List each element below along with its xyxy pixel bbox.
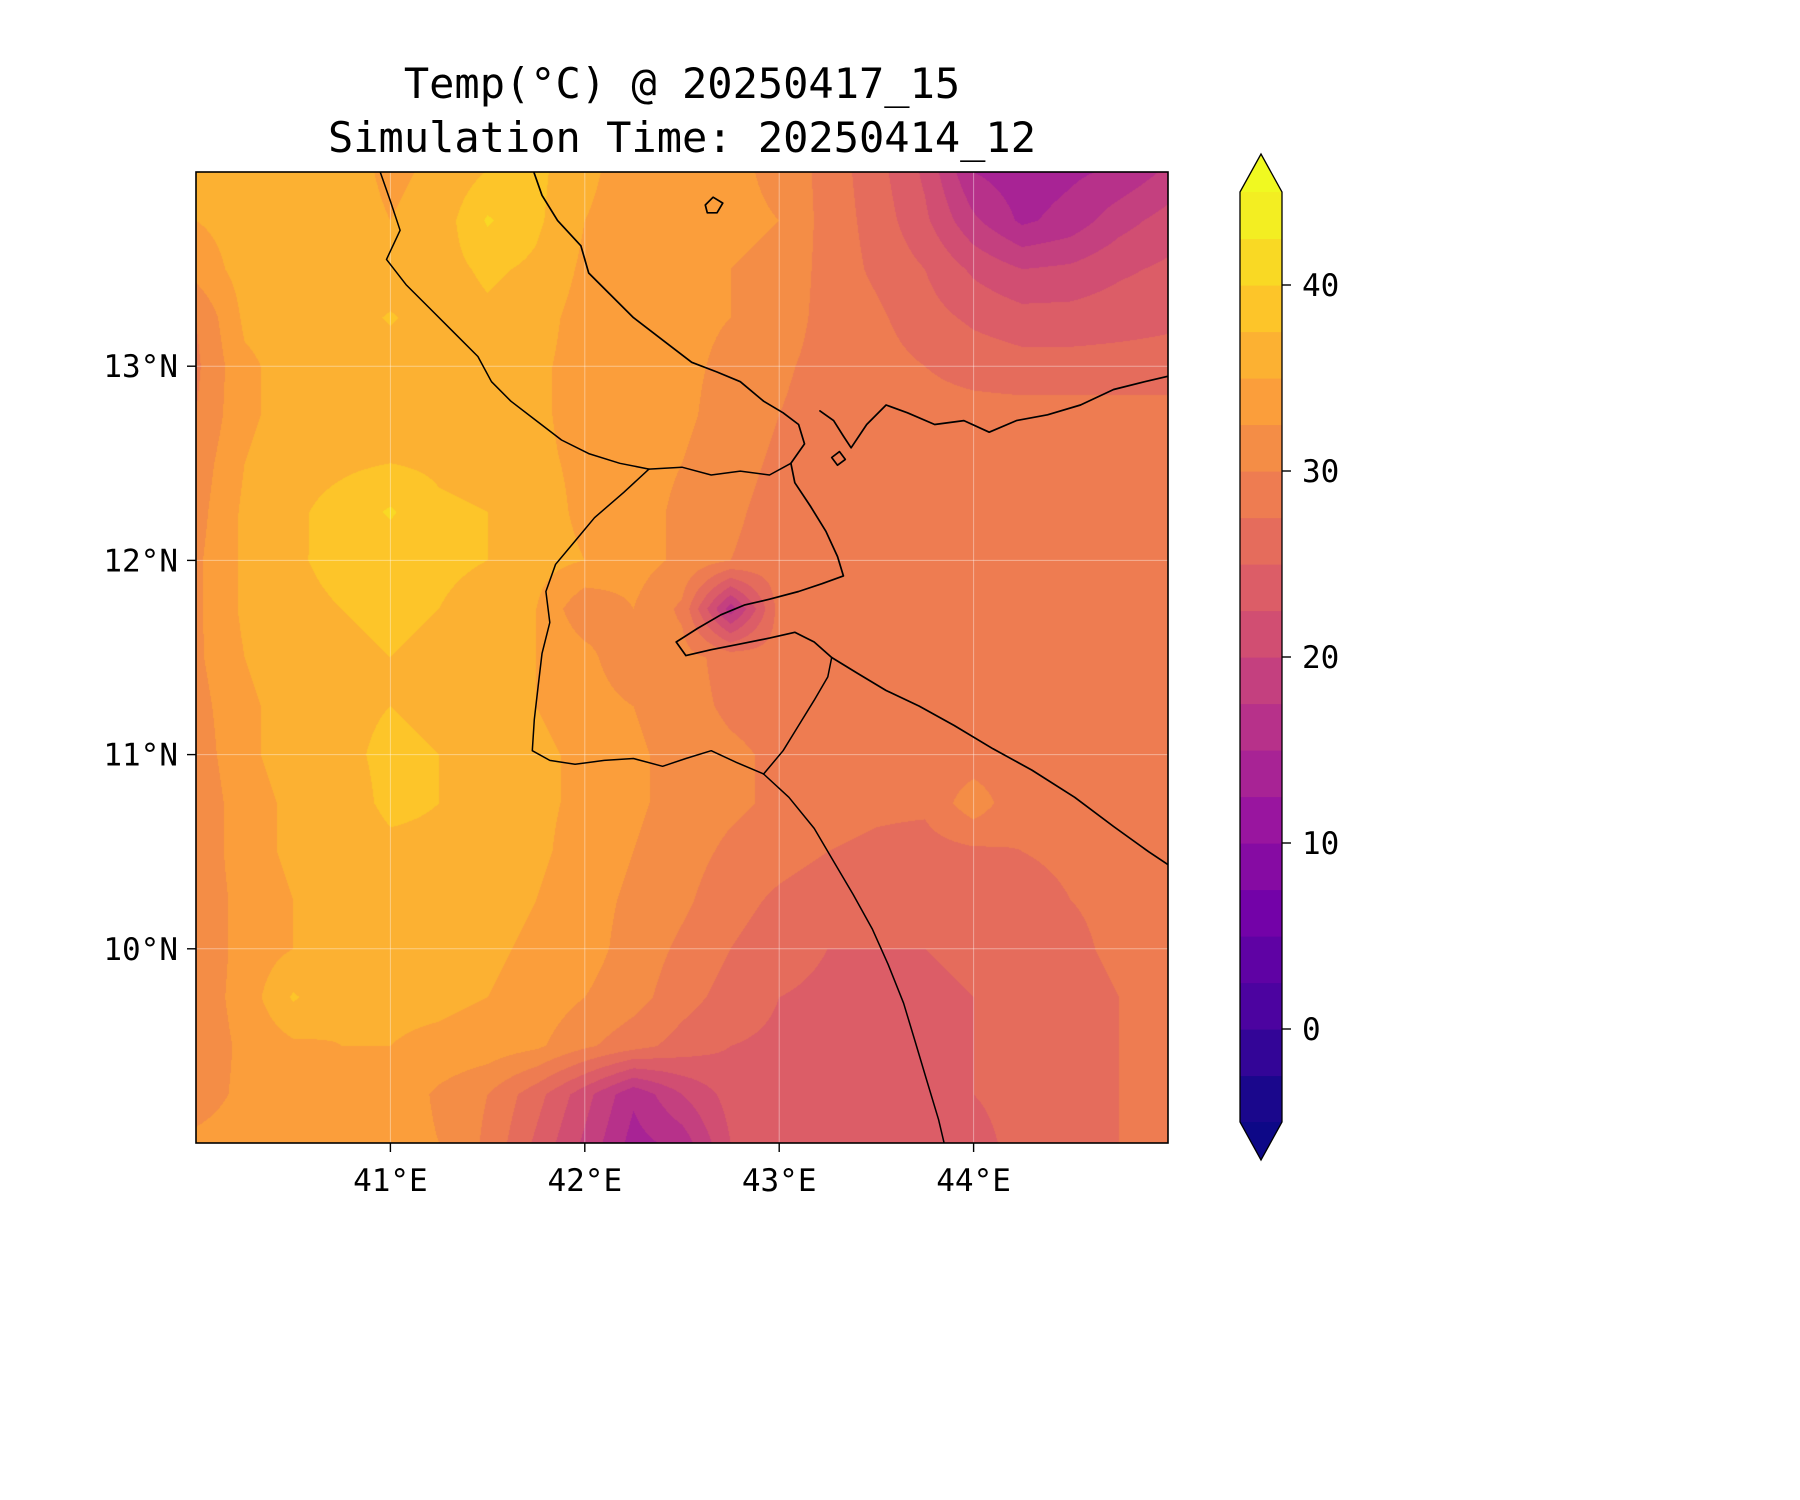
colorbar-band [1240, 610, 1282, 658]
colorbar-outline [1239, 152, 1283, 1162]
colorbar-band [1240, 517, 1282, 565]
colorbar-band [1240, 796, 1282, 844]
y-tick-label: 13°N [103, 349, 178, 385]
colorbar-band [1240, 285, 1282, 333]
colorbar-band [1240, 1075, 1282, 1123]
x-tick-label: 42°E [547, 1163, 622, 1199]
colorbar-extend-max [1240, 154, 1282, 192]
colorbar-band [1240, 192, 1282, 240]
colorbar-band [1240, 843, 1282, 891]
x-tick-label: 43°E [742, 1163, 817, 1199]
y-tick-label: 11°N [103, 738, 178, 774]
y-tick-label: 12°N [103, 543, 178, 579]
colorbar-band [1240, 889, 1282, 937]
plot-subtitle: Simulation Time: 20250414_12 [327, 113, 1036, 162]
colorbar-tick-label: 0 [1302, 1012, 1321, 1048]
colorbar-band [1240, 238, 1282, 286]
colorbar-band [1240, 982, 1282, 1030]
colorbar-band [1240, 703, 1282, 751]
colorbar-band [1240, 750, 1282, 798]
x-tick-label: 44°E [936, 1163, 1011, 1199]
colorbar-tick-label: 30 [1302, 454, 1339, 490]
colorbar-band [1240, 424, 1282, 472]
colorbar-band [1240, 1029, 1282, 1077]
colorbar: 40 30 20 10 0 [1239, 152, 1339, 1162]
colorbar-band [1240, 564, 1282, 612]
colorbar-tick-label: 20 [1302, 640, 1339, 676]
colorbar-band [1240, 331, 1282, 379]
colorbar-extend-min [1240, 1122, 1282, 1160]
x-tick-label: 41°E [353, 1163, 428, 1199]
colorbar-band [1240, 471, 1282, 519]
colorbar-tick-label: 10 [1302, 826, 1339, 862]
colorbar-band [1240, 936, 1282, 984]
colorbar-tick-label: 40 [1302, 268, 1339, 304]
plot-title: Temp(°C) @ 20250417_15 [403, 59, 961, 108]
y-tick-label: 10°N [103, 932, 178, 968]
colorbar-band [1240, 657, 1282, 705]
temperature-field-canvas [196, 172, 1168, 1143]
colorbar-band [1240, 378, 1282, 426]
